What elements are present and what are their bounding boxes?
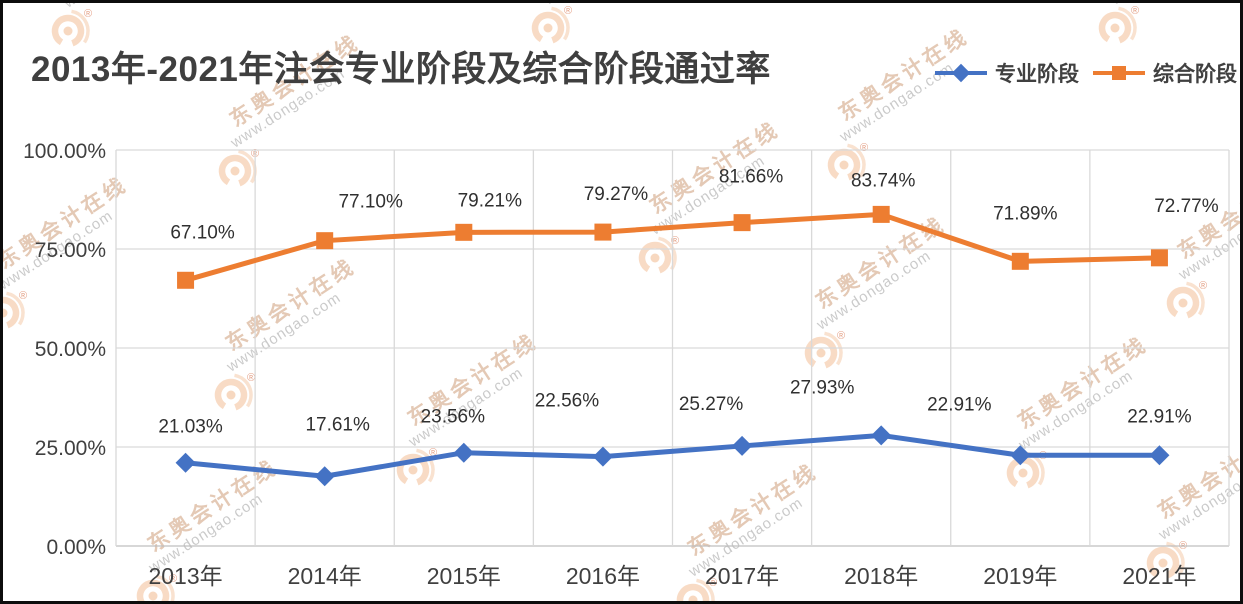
registered-mark: ®: [84, 8, 92, 20]
legend-item-diamond: 专业阶段: [935, 58, 1079, 88]
marker-diamond: [592, 446, 613, 467]
data-label: 81.66%: [719, 167, 784, 188]
marker-square: [594, 223, 612, 241]
gridlines: [115, 149, 1230, 547]
series-line-square: [183, 211, 1162, 283]
legend-marker-square-icon: [1112, 66, 1126, 80]
data-label: 79.27%: [584, 184, 649, 205]
data-label: 72.77%: [1154, 196, 1219, 217]
series-line-diamond: [183, 432, 1162, 479]
data-label: 22.91%: [1127, 406, 1192, 427]
logo-dot: [543, 23, 553, 33]
dongao-logo-icon: ®: [1093, 5, 1139, 50]
legend-line: [935, 63, 987, 83]
x-tick-label: 2019年: [983, 563, 1057, 589]
marker-diamond: [314, 466, 335, 487]
chart-legend: 专业阶段 综合阶段: [935, 58, 1237, 88]
data-label: 71.89%: [993, 203, 1058, 224]
marker-square: [1150, 249, 1168, 267]
marker-square: [455, 223, 473, 241]
data-label: 22.91%: [927, 394, 992, 415]
marker-square: [316, 232, 334, 250]
x-tick-label: 2013年: [148, 563, 222, 589]
marker-diamond: [871, 425, 892, 446]
y-tick-label: 0.00%: [46, 536, 106, 559]
marker-diamond: [1149, 445, 1170, 466]
legend-item-square: 综合阶段: [1093, 58, 1237, 88]
data-label: 23.56%: [421, 407, 486, 428]
y-tick-label: 75.00%: [35, 239, 106, 262]
y-tick-label: 50.00%: [35, 338, 106, 361]
logo-dot: [63, 26, 73, 36]
logo-ring: [1098, 11, 1132, 45]
marker-square: [733, 214, 751, 232]
marker-square: [177, 271, 195, 289]
data-label: 77.10%: [338, 192, 403, 213]
data-label: 79.21%: [458, 190, 523, 211]
legend-marker-diamond-icon: [951, 63, 971, 83]
watermark-url-text: www.dongao.com: [541, 3, 685, 9]
data-label: 27.93%: [790, 377, 855, 398]
marker-square: [872, 205, 890, 223]
registered-mark: ®: [564, 5, 572, 17]
marker-diamond: [1010, 445, 1031, 466]
data-label: 22.56%: [535, 391, 600, 412]
data-label: 17.61%: [305, 414, 370, 435]
x-tick-label: 2014年: [288, 563, 362, 589]
chart-title: 2013年-2021年注会专业阶段及综合阶段通过率: [31, 50, 771, 89]
y-tick-label: 25.00%: [35, 437, 106, 460]
data-label: 83.74%: [851, 170, 916, 191]
data-label: 67.10%: [170, 222, 235, 243]
watermark-url-text: www.dongao.com: [1108, 3, 1240, 9]
marker-square: [1011, 252, 1029, 270]
logo-dot: [1110, 23, 1120, 33]
y-tick-label: 100.00%: [23, 140, 106, 163]
legend-line: [1093, 66, 1145, 80]
marker-diamond: [453, 442, 474, 463]
x-tick-label: 2015年: [427, 563, 501, 589]
registered-mark: ®: [1131, 5, 1139, 17]
legend-label: 综合阶段: [1153, 63, 1237, 86]
x-tick-label: 2016年: [566, 563, 640, 589]
x-tick-label: 2017年: [705, 563, 779, 589]
data-label: 21.03%: [158, 417, 223, 438]
marker-diamond: [732, 435, 753, 456]
legend-label: 专业阶段: [995, 63, 1079, 86]
marker-diamond: [175, 452, 196, 473]
watermark-url-text: www.dongao.com: [61, 3, 205, 12]
line-chart: 0.00% 25.00% 50.00% 75.00% 100.00% 2013年 2014年…: [23, 140, 1230, 589]
data-label: 25.27%: [679, 394, 744, 415]
logo-outer-arc: [1093, 6, 1137, 50]
x-tick-label: 2021年: [1122, 563, 1196, 589]
x-tick-label: 2018年: [844, 563, 918, 589]
